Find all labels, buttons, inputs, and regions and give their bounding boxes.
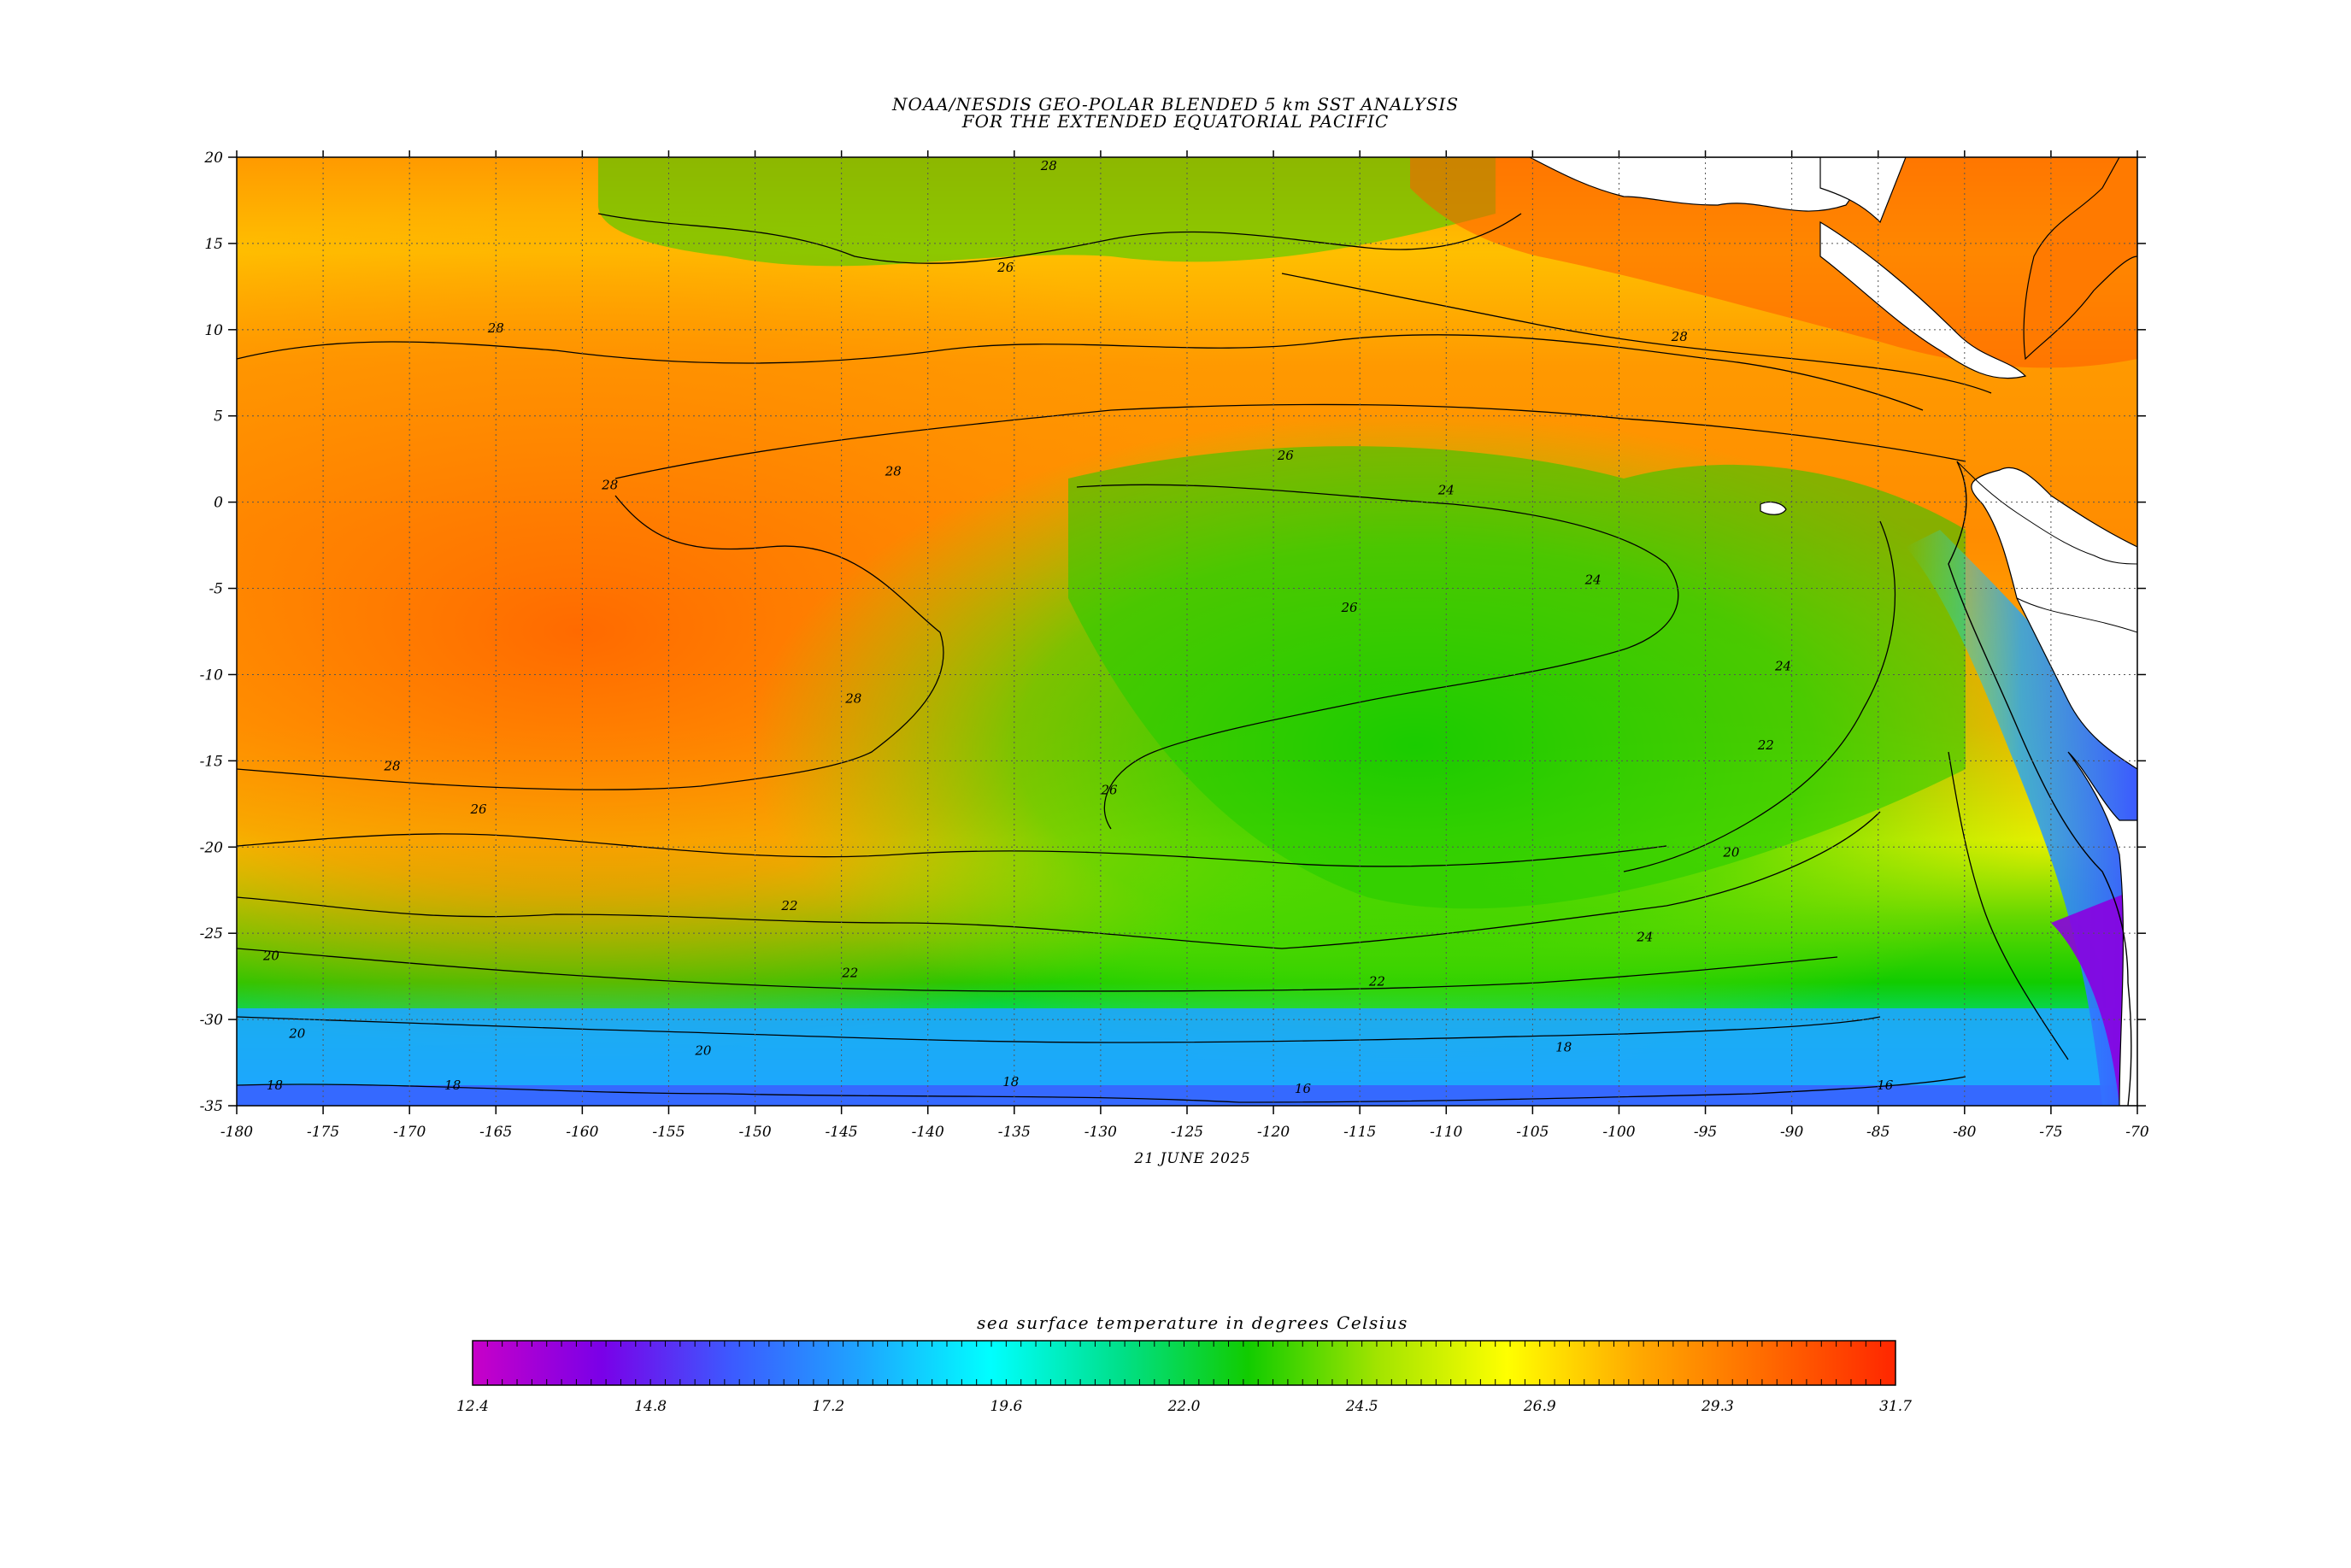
contour-label: 28 bbox=[383, 758, 400, 773]
axis-ticks: -180 -175 -170 -165 -160 -155 -150 -145 -140 -135… bbox=[200, 150, 2149, 1141]
x-tick-label: -170 bbox=[393, 1124, 426, 1141]
contour-label: 18 bbox=[1555, 1039, 1572, 1054]
y-tick-label: 15 bbox=[204, 236, 223, 253]
land-masses bbox=[1529, 157, 2137, 1106]
yucatan-land bbox=[1819, 157, 1907, 224]
contour-label: 26 bbox=[996, 260, 1014, 275]
contour-label: 24 bbox=[1774, 658, 1791, 673]
galapagos-islands bbox=[1760, 501, 1787, 515]
analysis-date: 21 JUNE 2025 bbox=[1134, 1150, 1251, 1167]
contour-lines bbox=[237, 213, 2069, 1103]
contour-label: 18 bbox=[267, 1078, 283, 1093]
contour-label: 28 bbox=[487, 320, 504, 336]
x-tick-label: -110 bbox=[1430, 1124, 1462, 1141]
contour-label: 22 bbox=[1757, 737, 1774, 753]
central-america-warm-patch bbox=[1410, 157, 2137, 368]
contour-label: 24 bbox=[1437, 483, 1455, 498]
x-tick-label: -140 bbox=[912, 1124, 944, 1141]
contour-label: 20 bbox=[262, 948, 280, 963]
y-tick-label: -15 bbox=[200, 753, 223, 770]
contour-label: 20 bbox=[1722, 844, 1740, 860]
chart-title-line-2: FOR THE EXTENDED EQUATORIAL PACIFIC bbox=[961, 111, 1390, 132]
contour-label: 26 bbox=[470, 802, 488, 817]
contour-label: 28 bbox=[1040, 158, 1057, 173]
colorbar-tick-label: 19.6 bbox=[990, 1398, 1022, 1415]
contour-label: 20 bbox=[288, 1025, 306, 1041]
x-tick-label: -135 bbox=[998, 1124, 1031, 1141]
contour-label: 24 bbox=[1636, 929, 1653, 944]
coldest-coastal-pocket bbox=[2051, 889, 2137, 1106]
x-tick-label: -95 bbox=[1694, 1124, 1717, 1141]
colorbar-tick-label: 14.8 bbox=[634, 1398, 667, 1415]
x-tick-label: -165 bbox=[479, 1124, 512, 1141]
y-tick-label: -25 bbox=[200, 925, 223, 943]
x-tick-label: -70 bbox=[2125, 1124, 2149, 1141]
y-tick-label: 20 bbox=[203, 150, 223, 167]
y-tick-label: -35 bbox=[200, 1098, 223, 1115]
contour-label: 22 bbox=[841, 966, 858, 981]
colorbar-tick-label: 22.0 bbox=[1167, 1398, 1201, 1415]
x-tick-label: -120 bbox=[1257, 1124, 1290, 1141]
chile-land bbox=[2067, 751, 2137, 1106]
colorbar-tick-label: 26.9 bbox=[1523, 1398, 1556, 1415]
colorbar-tick-label: 31.7 bbox=[1879, 1398, 1912, 1415]
contour-label: 16 bbox=[1877, 1078, 1894, 1093]
lat-lon-grid bbox=[237, 157, 2137, 1106]
south-america-land bbox=[1971, 467, 2137, 770]
colorbar-tick-label: 17.2 bbox=[812, 1398, 844, 1415]
contour-label: 24 bbox=[1584, 572, 1602, 587]
contour-label: 26 bbox=[1277, 448, 1295, 463]
x-tick-label: -105 bbox=[1516, 1124, 1549, 1141]
x-tick-label: -180 bbox=[220, 1124, 253, 1141]
chart-title-line-1: NOAA/NESDIS GEO-POLAR BLENDED 5 km SST A… bbox=[891, 94, 1460, 115]
y-tick-label: -30 bbox=[200, 1012, 224, 1029]
contour-label: 26 bbox=[1341, 600, 1359, 615]
contour-label: 28 bbox=[601, 477, 618, 492]
x-tick-label: -115 bbox=[1343, 1124, 1376, 1141]
contour-label: 20 bbox=[694, 1042, 712, 1058]
contour-label: 22 bbox=[780, 898, 797, 913]
x-tick-label: -175 bbox=[307, 1124, 339, 1141]
colorbar bbox=[472, 1340, 1896, 1386]
colorbar-title: sea surface temperature in degrees Celsi… bbox=[977, 1313, 1408, 1333]
x-tick-label: -155 bbox=[652, 1124, 685, 1141]
contour-labels: 28 28 28 28 28 28 28 26 26 26 26 26 24 24 24 24 22 22 22 22… bbox=[262, 158, 1894, 1096]
x-tick-label: -130 bbox=[1084, 1124, 1117, 1141]
y-tick-label: -5 bbox=[209, 581, 223, 598]
colorbar-tick-label: 24.5 bbox=[1345, 1398, 1378, 1415]
colorbar-ticks: 12.4 14.8 17.2 19.6 22.0 24.5 26.9 29.3 31.7 bbox=[456, 1341, 1912, 1415]
x-tick-label: -125 bbox=[1171, 1124, 1203, 1141]
contour-label: 28 bbox=[885, 463, 902, 479]
x-tick-label: -160 bbox=[566, 1124, 598, 1141]
x-tick-label: -150 bbox=[738, 1124, 771, 1141]
y-tick-label: -20 bbox=[200, 839, 224, 856]
x-tick-label: -145 bbox=[826, 1124, 858, 1141]
x-tick-label: -100 bbox=[1602, 1124, 1635, 1141]
contour-label: 18 bbox=[444, 1078, 461, 1093]
contour-label: 16 bbox=[1295, 1081, 1312, 1096]
colombia-coast bbox=[2023, 157, 2137, 361]
y-tick-label: 0 bbox=[214, 495, 223, 512]
x-tick-label: -85 bbox=[1866, 1124, 1890, 1141]
contour-label: 28 bbox=[1671, 329, 1688, 344]
x-tick-label: -75 bbox=[2039, 1124, 2062, 1141]
contour-label: 22 bbox=[1368, 974, 1385, 990]
y-tick-label: 10 bbox=[204, 322, 223, 339]
north-cool-band bbox=[598, 157, 1496, 267]
colorbar-tick-label: 29.3 bbox=[1701, 1398, 1734, 1415]
ecuador-border bbox=[1956, 461, 2137, 565]
contour-label: 18 bbox=[1002, 1074, 1019, 1089]
equatorial-cold-tongue bbox=[1068, 446, 1966, 909]
x-tick-label: -80 bbox=[1953, 1124, 1977, 1141]
peru-border bbox=[2016, 597, 2137, 633]
contour-label: 28 bbox=[844, 691, 861, 707]
mexico-land bbox=[1529, 157, 1881, 212]
x-tick-label: -90 bbox=[1780, 1124, 1804, 1141]
contour-label: 26 bbox=[1100, 783, 1118, 798]
central-america-land bbox=[1819, 220, 2027, 379]
y-tick-label: 5 bbox=[214, 408, 223, 426]
y-tick-label: -10 bbox=[200, 667, 224, 684]
colorbar-tick-label: 12.4 bbox=[456, 1398, 489, 1415]
